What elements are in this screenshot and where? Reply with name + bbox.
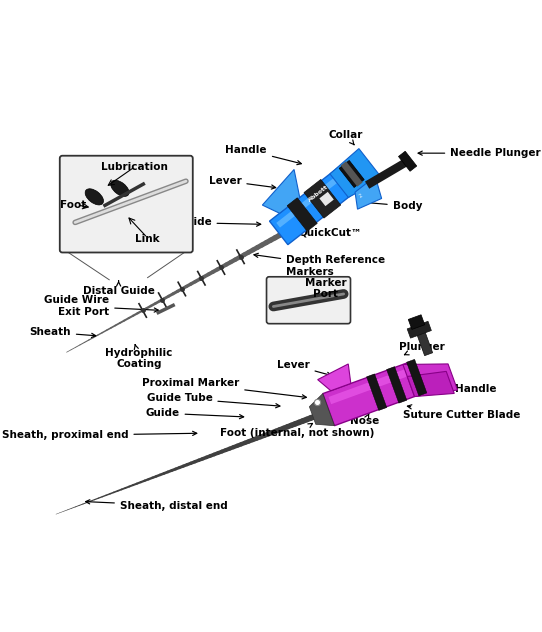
Text: Nose: Nose <box>350 413 379 427</box>
Polygon shape <box>276 173 344 228</box>
Text: Guide Tube: Guide Tube <box>146 393 280 408</box>
Text: Lever: Lever <box>277 360 331 376</box>
Ellipse shape <box>85 189 104 205</box>
Polygon shape <box>328 368 411 404</box>
Text: Proximal Guide: Proximal Guide <box>122 217 261 228</box>
Polygon shape <box>309 394 334 426</box>
Text: Handle: Handle <box>437 384 496 394</box>
Text: Abbott: Abbott <box>307 185 329 203</box>
Polygon shape <box>355 176 382 209</box>
Text: Guide: Guide <box>145 408 244 419</box>
Polygon shape <box>407 372 454 396</box>
Text: Distal Guide: Distal Guide <box>83 281 154 296</box>
Text: QuickCut™: QuickCut™ <box>290 219 362 238</box>
Polygon shape <box>366 374 387 410</box>
Polygon shape <box>319 192 334 206</box>
Polygon shape <box>339 161 364 188</box>
Text: Lubrication: Lubrication <box>101 162 168 172</box>
Polygon shape <box>287 198 317 231</box>
Text: Collar: Collar <box>328 130 363 145</box>
Text: Lever: Lever <box>209 176 276 189</box>
Text: Guide Wire
Exit Port: Guide Wire Exit Port <box>44 295 158 317</box>
Text: Sheath, distal end: Sheath, distal end <box>86 500 228 511</box>
Polygon shape <box>406 360 427 396</box>
Text: Needle Plunger: Needle Plunger <box>418 148 541 158</box>
Text: 2: 2 <box>358 192 364 198</box>
Text: Handle: Handle <box>225 145 301 165</box>
Ellipse shape <box>111 180 129 197</box>
Polygon shape <box>341 161 363 186</box>
Text: Link: Link <box>136 234 160 243</box>
Polygon shape <box>304 179 341 218</box>
Polygon shape <box>407 321 431 338</box>
Text: Plunger: Plunger <box>399 342 445 355</box>
FancyBboxPatch shape <box>267 277 351 324</box>
Text: Foot: Foot <box>60 200 87 210</box>
Text: Sheath: Sheath <box>29 327 96 337</box>
Text: Proximal Marker: Proximal Marker <box>142 379 306 399</box>
Text: Hydrophilic
Coating: Hydrophilic Coating <box>105 344 173 370</box>
Polygon shape <box>262 169 300 213</box>
Polygon shape <box>403 364 457 396</box>
Polygon shape <box>330 149 383 197</box>
Polygon shape <box>408 315 425 329</box>
Text: Marker
Port: Marker Port <box>305 277 347 300</box>
Text: Suture Cutter Blade: Suture Cutter Blade <box>403 404 521 420</box>
FancyBboxPatch shape <box>60 155 193 253</box>
Polygon shape <box>318 364 351 391</box>
Polygon shape <box>269 166 358 245</box>
Text: Foot (internal, not shown): Foot (internal, not shown) <box>220 423 374 438</box>
Polygon shape <box>417 332 433 356</box>
Text: Body: Body <box>360 200 422 211</box>
Text: Sheath, proximal end: Sheath, proximal end <box>2 430 197 441</box>
Text: Depth Reference
Markers: Depth Reference Markers <box>254 253 385 277</box>
Polygon shape <box>386 367 407 403</box>
Polygon shape <box>398 151 417 171</box>
Polygon shape <box>323 362 423 426</box>
